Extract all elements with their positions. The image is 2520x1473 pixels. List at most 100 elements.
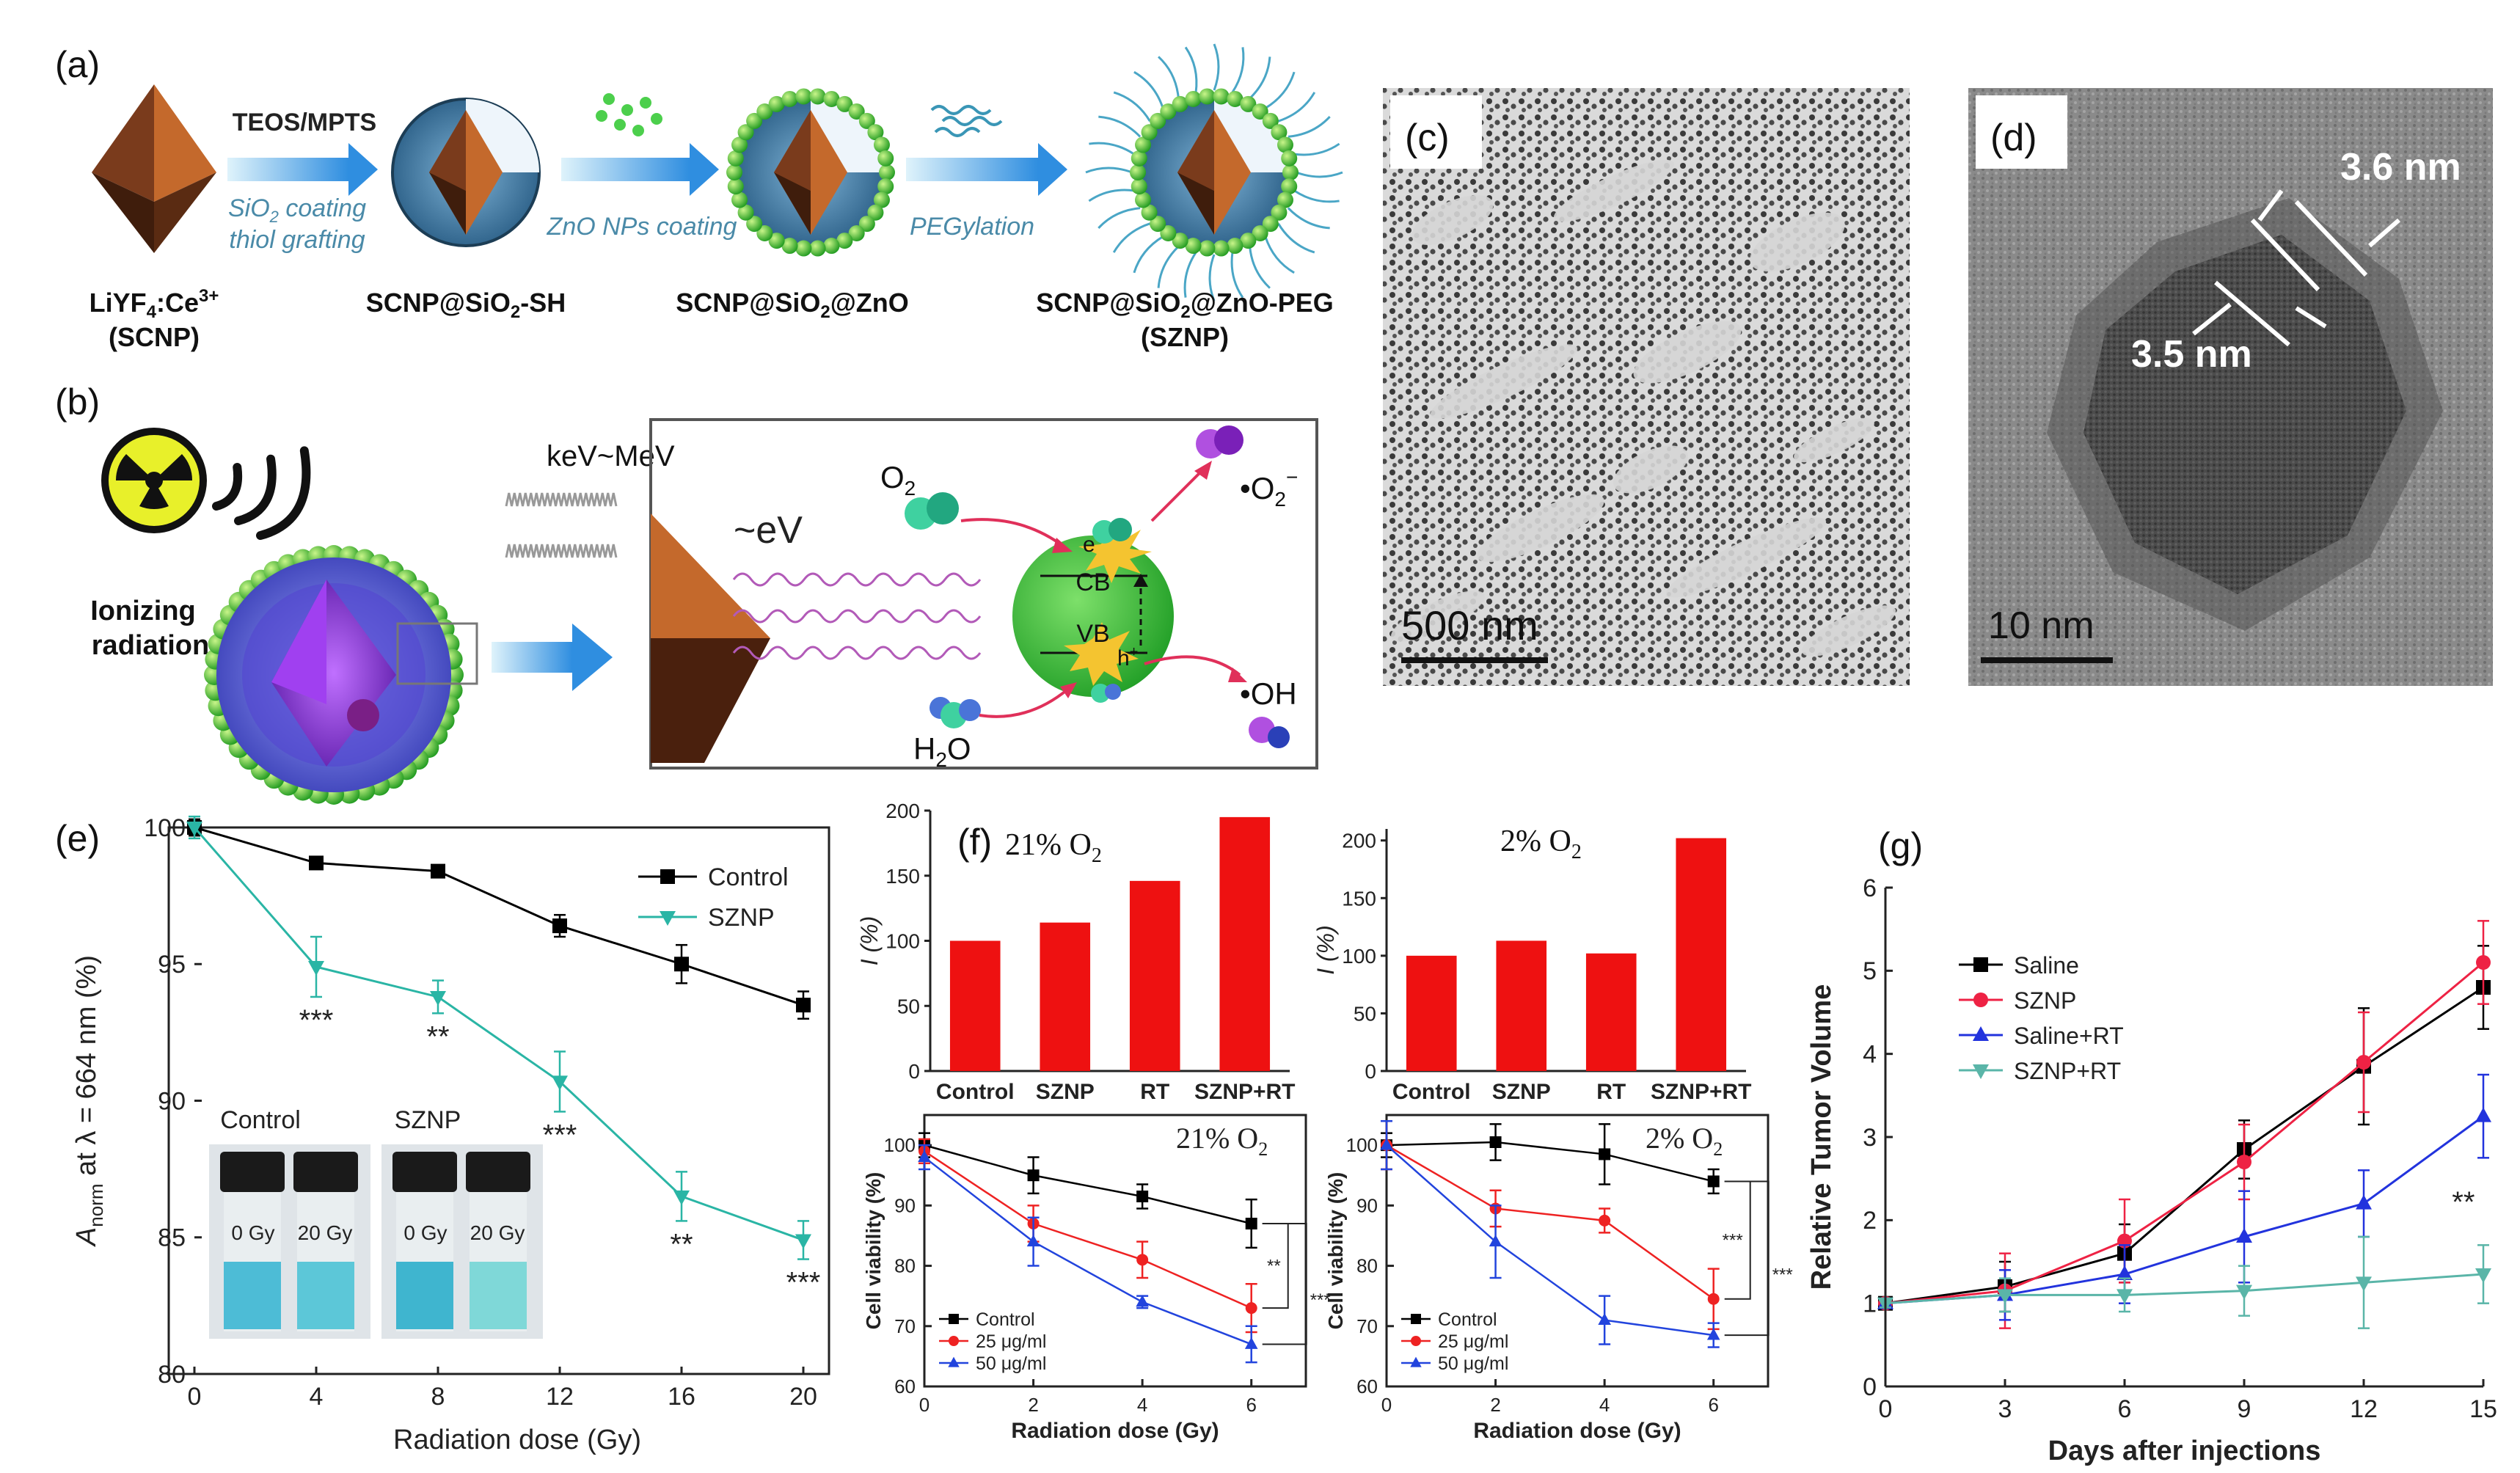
x-tick-label: 6 [2118, 1395, 2132, 1423]
data-point [1973, 1026, 1989, 1041]
x-tick-label: 15 [2469, 1395, 2497, 1423]
legend-label: 25 μg/ml [976, 1331, 1046, 1352]
panel-c-label-box [1390, 95, 1482, 169]
y-tick-label: 90 [1356, 1194, 1378, 1216]
data-point [2236, 1284, 2252, 1300]
zno-bead [781, 238, 798, 255]
data-point [1410, 1356, 1422, 1367]
zno-bead [768, 95, 785, 112]
category-label: SZNP [1492, 1080, 1551, 1104]
x-tick-label: 6 [1708, 1394, 1718, 1416]
peg-chain [1113, 91, 1151, 122]
step4-abbrev: (SZNP) [1141, 322, 1229, 352]
panel-a: (a) TEOS/MPTS SiO2 coating thiol graftin… [55, 43, 1343, 352]
zno-bead [877, 150, 894, 167]
data-point [1245, 1218, 1257, 1229]
zno-bead [795, 240, 812, 257]
zno-bead [1281, 178, 1298, 195]
data-point [552, 918, 567, 934]
data-point [1027, 1169, 1040, 1182]
y-tick-label: 100 [885, 930, 920, 953]
legend-label: 50 μg/ml [1438, 1353, 1508, 1374]
x-axis-title: Radiation dose (Gy) [1473, 1419, 1681, 1443]
arrow1-bottom-text: SiO2 coating [228, 194, 366, 226]
y-axis-title: I (%) [856, 916, 883, 966]
peg-chain [1184, 46, 1198, 93]
zno-bead [848, 224, 865, 241]
peg-chain [1098, 207, 1141, 229]
kev-mev-text: keV~MeV [547, 440, 675, 472]
panel-a-label: (a) [55, 44, 100, 85]
y-tick-label: 150 [1342, 887, 1376, 910]
step1-abbrev: (SCNP) [109, 322, 200, 352]
y-tick-label: 100 [1346, 1134, 1378, 1156]
peg-chain [1112, 222, 1150, 253]
zno-bead [737, 124, 754, 141]
y-tick-label: 1 [1863, 1290, 1877, 1318]
significance-mark: ** [1267, 1257, 1281, 1276]
data-point [2356, 1194, 2372, 1210]
arrow2-text: ZnO NPs coating [547, 213, 737, 241]
x-tick-label: 20 [789, 1383, 817, 1411]
high-energy-waves-icon [505, 492, 618, 558]
zno-bead [756, 224, 773, 241]
y-tick-label: 200 [885, 800, 920, 822]
tem-void [1750, 212, 1845, 272]
zno-bead [823, 238, 840, 255]
data-point [2356, 1055, 2371, 1070]
significance-mark: *** [1310, 1290, 1331, 1310]
peg-chain [1133, 235, 1164, 274]
zno-bead [1141, 204, 1158, 221]
legend-label: 50 μg/ml [976, 1353, 1046, 1374]
data-point [1489, 1235, 1502, 1247]
category-label: SZNP+RT [1194, 1080, 1296, 1104]
peg-chain [1157, 245, 1180, 288]
adsorbed-water-icon [1091, 684, 1121, 703]
panel-d: (d) 3.6 nm 3.5 nm 10 nm [1968, 88, 2493, 686]
series-line [193, 827, 804, 1241]
peg-chain [1287, 207, 1330, 230]
data-point [1973, 993, 1988, 1007]
vial-photo-sznp [381, 1144, 543, 1339]
data-point [674, 957, 689, 972]
tem-void [1390, 591, 1486, 642]
y-tick-label: 70 [1356, 1315, 1378, 1337]
data-point [1411, 1314, 1421, 1324]
tem-void [1794, 417, 1874, 463]
peg-chain [1265, 71, 1296, 109]
data-point [1411, 1336, 1421, 1346]
panel-c-label: (c) [1405, 117, 1450, 159]
data-point [795, 1234, 811, 1249]
y-tick-label: 100 [144, 814, 186, 842]
zno-bead [1185, 238, 1202, 255]
zno-bead [1281, 150, 1298, 167]
zno-bead [1282, 164, 1299, 180]
y-tick-label: 0 [1863, 1373, 1877, 1401]
x-tick-label: 12 [2350, 1395, 2378, 1423]
chart-subtitle: 2% O2 [1646, 1122, 1723, 1160]
peg-chain [1213, 43, 1220, 91]
data-point [308, 960, 324, 976]
zno-bead [737, 204, 754, 221]
y-tick-label: 5 [1863, 957, 1877, 985]
x-tick-label: 0 [1879, 1395, 1893, 1423]
significance-mark: *** [1772, 1265, 1793, 1284]
bar [1129, 880, 1180, 1071]
oxygen-molecule-icon [905, 492, 959, 530]
data-point [2475, 1107, 2491, 1122]
zno-bead [1150, 112, 1166, 129]
arrow-1-icon [227, 158, 348, 181]
legend-label: SZNP [708, 904, 775, 932]
zno-bead [1252, 224, 1268, 241]
superoxide-icon [1196, 425, 1243, 458]
x-tick-label: 0 [1381, 1394, 1392, 1416]
y-tick-label: 6 [1863, 874, 1877, 902]
inset-0gy-sznp: 0 Gy [403, 1221, 447, 1244]
sznp-large-particle-icon [204, 545, 478, 805]
panel-e-label: (e) [55, 818, 100, 859]
x-tick-label: 2 [1028, 1394, 1038, 1416]
tem-void [1477, 494, 1604, 563]
data-point [949, 1314, 959, 1324]
data-point [1380, 1138, 1393, 1150]
peg-chain [1088, 189, 1135, 202]
